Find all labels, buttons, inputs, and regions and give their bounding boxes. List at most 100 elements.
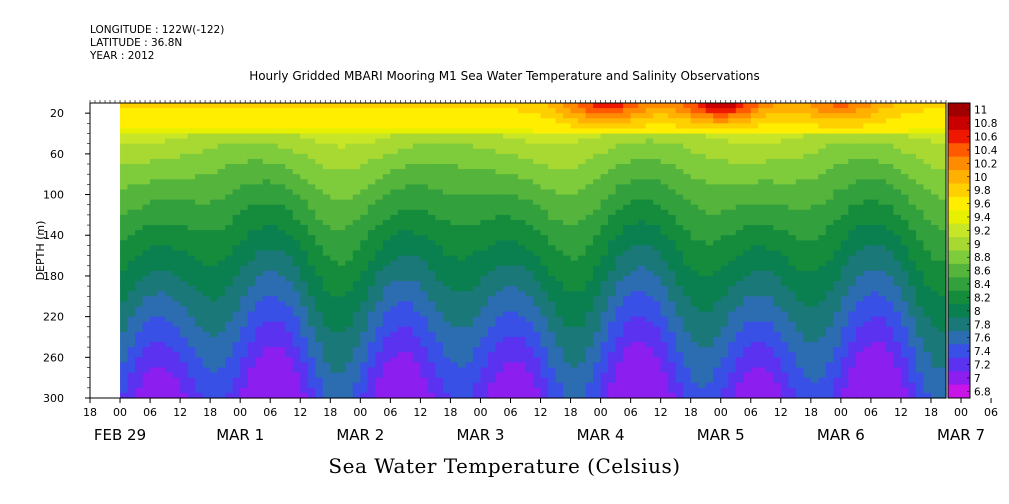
heatmap-cell: [578, 245, 587, 252]
heatmap-cell: [337, 311, 346, 318]
heatmap-cell: [495, 128, 504, 135]
heatmap-cell: [150, 169, 159, 175]
heatmap-cell: [157, 342, 166, 348]
heatmap-cell: [638, 219, 647, 226]
heatmap-cell: [307, 260, 316, 267]
heatmap-cell: [180, 331, 189, 338]
heatmap-cell: [277, 382, 286, 389]
heatmap-cell: [570, 316, 579, 323]
heatmap-cell: [202, 219, 211, 226]
heatmap-cell: [593, 255, 602, 262]
heatmap-cell: [743, 372, 752, 379]
heatmap-cell: [563, 382, 572, 389]
heatmap-cell: [540, 199, 549, 206]
heatmap-cell: [165, 372, 174, 379]
heatmap-cell: [225, 225, 234, 231]
heatmap-cell: [615, 372, 624, 379]
heatmap-cell: [630, 301, 639, 308]
heatmap-cell: [720, 301, 729, 308]
heatmap-cell: [330, 148, 339, 155]
heatmap-cell: [225, 331, 234, 338]
heatmap-cell: [135, 265, 144, 272]
heatmap-cell: [285, 133, 294, 140]
heatmap-cell: [660, 204, 669, 211]
heatmap-cell: [645, 245, 654, 252]
heatmap-cell: [127, 260, 136, 267]
heatmap-cell: [480, 108, 489, 114]
heatmap-cell: [600, 281, 609, 287]
heatmap-cell: [518, 199, 527, 206]
heatmap-cell: [638, 123, 647, 130]
heatmap-cell: [728, 164, 737, 170]
heatmap-cell: [210, 296, 219, 302]
heatmap-cell: [615, 357, 624, 363]
heatmap-cell: [247, 169, 256, 175]
heatmap-cell: [623, 219, 632, 226]
heatmap-cell: [495, 392, 504, 399]
heatmap-cell: [247, 321, 256, 328]
heatmap-cell: [495, 169, 504, 175]
heatmap-cell: [525, 311, 534, 318]
heatmap-cell: [668, 235, 677, 241]
heatmap-cell: [480, 275, 489, 282]
heatmap-cell: [202, 240, 211, 247]
heatmap-cell: [533, 392, 542, 399]
heatmap-cell: [623, 143, 632, 150]
heatmap-cell: [630, 240, 639, 247]
heatmap-cell: [570, 219, 579, 226]
heatmap-cell: [758, 189, 767, 196]
heatmap-cell: [142, 189, 151, 196]
heatmap-cell: [292, 169, 301, 175]
heatmap-cell: [150, 113, 159, 119]
heatmap-cell: [668, 240, 677, 247]
heatmap-cell: [450, 377, 459, 384]
heatmap-cell: [653, 245, 662, 252]
heatmap-cell: [262, 377, 271, 384]
heatmap-cell: [360, 377, 369, 384]
heatmap-cell: [255, 123, 264, 130]
heatmap-cell: [450, 347, 459, 353]
heatmap-cell: [217, 392, 226, 399]
heatmap-cell: [210, 113, 219, 119]
heatmap-cell: [502, 326, 512, 333]
heatmap-cell: [247, 179, 256, 185]
heatmap-cell: [202, 296, 211, 302]
heatmap-cell: [352, 143, 361, 150]
heatmap-cell: [262, 321, 271, 328]
heatmap-cell: [150, 164, 159, 170]
heatmap-cell: [292, 296, 301, 302]
heatmap-cell: [135, 230, 144, 236]
heatmap-area: [120, 103, 947, 399]
heatmap-cell: [300, 331, 309, 338]
heatmap-cell: [630, 326, 639, 333]
heatmap-cell: [480, 301, 489, 308]
heatmap-cell: [285, 342, 294, 348]
heatmap-cell: [480, 286, 489, 292]
heatmap-cell: [533, 123, 542, 130]
heatmap-cell: [600, 296, 609, 302]
heatmap-cell: [735, 153, 744, 160]
heatmap-cell: [135, 179, 144, 185]
heatmap-cell: [240, 103, 249, 109]
heatmap-cell: [195, 158, 204, 165]
heatmap-cell: [653, 270, 662, 277]
heatmap-cell: [713, 103, 722, 109]
heatmap-cell: [705, 382, 714, 389]
heatmap-cell: [735, 103, 744, 109]
heatmap-cell: [420, 148, 429, 155]
heatmap-cell: [435, 174, 444, 180]
heatmap-cell: [735, 250, 744, 257]
heatmap-cell: [713, 342, 722, 348]
heatmap-cell: [608, 342, 617, 348]
heatmap-cell: [518, 123, 527, 130]
heatmap-cell: [638, 118, 647, 124]
heatmap-cell: [555, 189, 564, 196]
heatmap-cell: [150, 296, 159, 302]
heatmap-cell: [593, 128, 602, 135]
heatmap-cell: [315, 392, 324, 399]
heatmap-cell: [548, 377, 557, 384]
heatmap-cell: [337, 392, 346, 399]
heatmap-cell: [502, 189, 512, 196]
heatmap-cell: [502, 382, 512, 389]
heatmap-cell: [247, 133, 256, 140]
